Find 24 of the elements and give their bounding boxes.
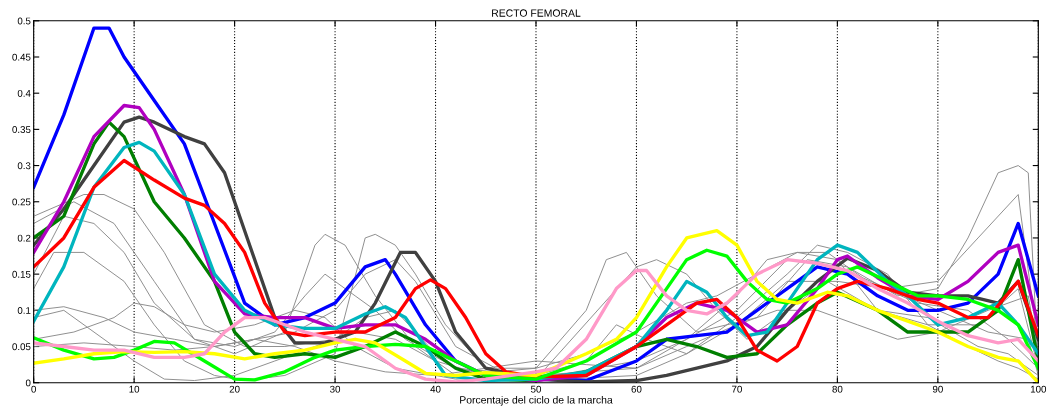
x-tick-label: 20: [229, 385, 240, 393]
x-tick-label: 30: [330, 385, 341, 393]
x-tick-label: 80: [832, 385, 843, 393]
y-tick-label: 0.1: [17, 307, 31, 314]
chart-title: RECTO FEMORAL: [492, 9, 581, 17]
x-axis-title: Porcentaje del ciclo de la marcha: [460, 395, 613, 406]
y-tick-label: 0.45: [12, 53, 31, 61]
x-tick-label: 70: [732, 385, 742, 393]
x-tick-label: 50: [530, 385, 542, 393]
x-tick-label: 40: [430, 385, 441, 393]
x-tick-label: 60: [631, 385, 642, 393]
y-tick-label: 0.25: [12, 198, 31, 206]
y-tick-label: 0.5: [17, 17, 31, 25]
y-tick-label: 0.35: [12, 126, 31, 133]
x-tick-label: 90: [932, 385, 943, 393]
y-tick-label: 0.3: [17, 162, 31, 170]
x-tick-label: 10: [129, 385, 140, 393]
y-tick-label: 0.05: [12, 343, 31, 351]
y-tick-label: 0.15: [12, 270, 31, 278]
x-tick-label: 0: [31, 385, 36, 393]
y-tick-label: 0: [25, 379, 31, 387]
y-tick-label: 0.2: [17, 234, 31, 242]
x-tick-label: 100: [1030, 385, 1047, 393]
y-tick-label: 0.4: [17, 89, 31, 97]
